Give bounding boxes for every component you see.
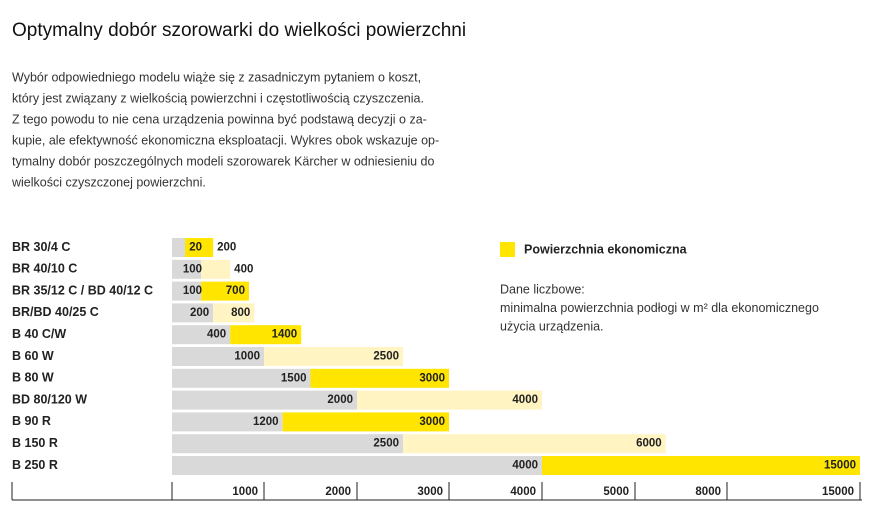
min-label: 2500 (373, 438, 399, 450)
x-tick-label: 3000 (417, 486, 443, 498)
legend-label: Powierzchnia ekonomiczna (524, 242, 688, 256)
row-label: BR 30/4 C (12, 240, 70, 254)
max-label: 2500 (373, 351, 399, 363)
row-label: B 40 C/W (12, 327, 66, 341)
base-bar (172, 281, 202, 301)
economic-bar (230, 325, 302, 345)
row-label: B 60 W (12, 349, 54, 363)
base-bar (172, 368, 311, 388)
max-label: 700 (226, 285, 245, 297)
base-bar (172, 303, 214, 323)
row-label: B 150 R (12, 436, 58, 450)
min-label: 100 (183, 263, 202, 275)
base-bar (172, 238, 186, 257)
intro-line: wielkości czyszczonej powierzchni. (11, 175, 206, 189)
base-bar (172, 390, 357, 410)
min-label: 1500 (281, 372, 307, 384)
max-label: 1400 (272, 329, 298, 341)
economic-bar (282, 412, 449, 432)
max-label: 15000 (824, 460, 856, 472)
x-tick-label: 4000 (510, 486, 536, 498)
base-bar (172, 456, 542, 475)
economic-bar (542, 456, 860, 475)
chart-title: Optymalny dobór szorowarki do wielkości … (12, 20, 466, 41)
base-bar (172, 325, 231, 345)
economic-bar (310, 368, 449, 388)
row-label: B 250 R (12, 458, 58, 472)
intro-line: kupie, ale efektywność ekonomiczna ekspl… (12, 133, 439, 147)
base-bar (172, 412, 283, 432)
x-tick-label: 8000 (695, 486, 721, 498)
max-label: 4000 (512, 394, 538, 406)
x-tick-label: 15000 (822, 486, 854, 498)
max-label: 800 (231, 307, 250, 319)
min-label: 100 (183, 285, 202, 297)
row-label: B 90 R (12, 414, 51, 428)
row-label: B 80 W (12, 371, 54, 385)
min-label: 400 (207, 329, 226, 341)
max-label: 3000 (419, 416, 445, 428)
row-label: BR 35/12 C / BD 40/12 C (12, 283, 153, 297)
economic-bar (357, 390, 542, 410)
base-bar (172, 347, 264, 366)
x-tick-label: 1000 (232, 486, 258, 498)
legend-swatch (500, 242, 515, 257)
intro-line: tymalny dobór poszczególnych modeli szor… (12, 154, 434, 168)
note-line: Dane liczbowe: (500, 282, 585, 296)
intro-line: Wybór odpowiedniego modelu wiąże się z z… (12, 70, 421, 84)
min-label: 20 (189, 242, 202, 254)
min-label: 1000 (234, 351, 260, 363)
intro-line: który jest związany z wielkością powierz… (12, 91, 424, 105)
min-label: 2000 (327, 394, 353, 406)
note-line: użycia urządzenia. (500, 319, 604, 333)
max-label: 6000 (636, 438, 662, 450)
economic-bar (201, 259, 231, 279)
economic-bar (201, 281, 249, 301)
min-label: 1200 (253, 416, 279, 428)
intro-line: Z tego powodu to nie cena urządzenia pow… (12, 112, 427, 126)
economic-bar (264, 347, 403, 366)
economic-bar (403, 434, 666, 454)
x-tick-label: 2000 (325, 486, 351, 498)
x-tick-label: 5000 (603, 486, 629, 498)
max-label: 3000 (419, 372, 445, 384)
row-label: BR 40/10 C (12, 262, 77, 276)
row-label: BR/BD 40/25 C (12, 305, 99, 319)
economic-bar (185, 238, 214, 257)
max-label: 400 (234, 263, 253, 275)
base-bar (172, 259, 202, 279)
row-label: BD 80/120 W (12, 392, 87, 406)
base-bar (172, 434, 403, 454)
min-label: 4000 (512, 460, 538, 472)
note-line: minimalna powierzchnia podłogi w m² dla … (500, 301, 819, 315)
min-label: 200 (190, 307, 209, 319)
economic-bar (213, 303, 255, 323)
max-label: 200 (217, 242, 236, 254)
